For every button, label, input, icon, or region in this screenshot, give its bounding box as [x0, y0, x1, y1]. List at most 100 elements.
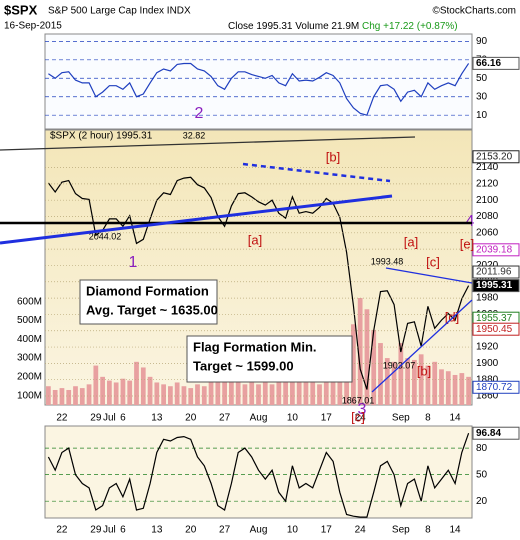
x-tick-label: Aug: [250, 525, 268, 536]
x-tick-label: 14: [449, 525, 461, 536]
annotation: 3: [358, 401, 367, 418]
y-tick-label: 2080: [476, 211, 499, 222]
symbol: $SPX: [4, 2, 38, 17]
volume-bar: [452, 374, 458, 405]
volume-bar: [351, 324, 356, 405]
rsi-panel: [44, 33, 473, 130]
line: [48, 62, 470, 116]
y-tick-label: 1920: [476, 342, 499, 353]
volume-bar: [378, 343, 383, 405]
volume-bar: [188, 388, 194, 405]
volume-bar: [134, 361, 139, 405]
volume-bar: [364, 309, 370, 405]
annotation: [c]: [426, 254, 440, 269]
annotation: 4: [466, 213, 475, 230]
volume-bar: [398, 343, 404, 405]
volume-bar: [215, 373, 221, 405]
y2-tick-label: 100M: [17, 390, 42, 401]
end-label: 2153.20: [476, 151, 513, 162]
trendline: [371, 299, 473, 393]
x-tick-label: 20: [185, 413, 197, 424]
x-tick-label: Jul: [103, 525, 116, 536]
callout-text: Target ~ 1599.00: [193, 358, 294, 373]
y-tick-label: 1880: [476, 374, 499, 385]
x-tick-label: 8: [425, 525, 431, 536]
volume-bar: [425, 365, 431, 405]
volume-bar: [195, 384, 200, 405]
value-box: [472, 56, 520, 70]
end-label-box: [472, 243, 520, 257]
volume-bar: [147, 376, 153, 405]
volume-bar: [242, 384, 248, 405]
volume-bar: [229, 378, 234, 405]
x-tick-label: 17: [321, 525, 333, 536]
callout-text: Flag Formation Min.: [193, 339, 317, 354]
date: 16-Sep-2015: [4, 21, 62, 32]
annotation: 2044.02: [89, 231, 122, 241]
credit: ©StockCharts.com: [432, 6, 516, 17]
callout-box: [186, 335, 353, 383]
volume-bar: [256, 384, 261, 405]
value-box-label: 66.16: [476, 58, 501, 69]
volume-bar: [405, 358, 410, 405]
annotation: 1993.48: [371, 256, 404, 266]
y-tick-label: 2060: [476, 227, 499, 238]
close: Close 1995.31: [228, 21, 293, 32]
volume-bar: [330, 380, 336, 405]
annotation: 32.82: [183, 130, 206, 140]
y-tick-label: 30: [476, 91, 488, 102]
end-label-box: [472, 322, 520, 336]
end-label-box: [472, 265, 520, 279]
volume-bar: [86, 384, 92, 405]
x-tick-label: 22: [56, 413, 68, 424]
volume-bar: [276, 380, 282, 405]
y2-tick-label: 600M: [17, 296, 42, 307]
volume-bar: [93, 365, 99, 405]
volume-bar: [432, 361, 438, 405]
annotation: [b]: [326, 149, 340, 164]
volume-bar: [384, 358, 390, 405]
volume-bar: [466, 376, 471, 405]
x-tick-label: 27: [219, 413, 231, 424]
callout-text: Avg. Target ~ 1635.00: [86, 302, 218, 317]
volume-bar: [418, 354, 424, 405]
volume-bar: [391, 361, 397, 405]
volume-bar: [317, 384, 322, 405]
price-clip: [46, 176, 471, 405]
annotation: 1903.07: [383, 360, 416, 370]
x-tick-label: Sep: [392, 413, 410, 424]
x-tick-label: 22: [56, 525, 68, 536]
x-tick-label: 29: [90, 525, 102, 536]
y2-tick-label: 400M: [17, 334, 42, 345]
y-tick-label: 1900: [476, 358, 499, 369]
y-tick-label: 2120: [476, 178, 499, 189]
x-tick-label: 10: [287, 525, 299, 536]
volume-bar: [161, 384, 166, 405]
volume: Volume 21.9M: [295, 21, 359, 32]
y-tick-label: 1860: [476, 391, 499, 402]
x-tick-label: 6: [120, 525, 126, 536]
end-label: 1950.45: [476, 324, 513, 335]
volume-bar: [323, 382, 329, 405]
index-name: S&P 500 Large Cap Index INDX: [48, 6, 191, 17]
callout-text: Diamond Formation: [86, 283, 209, 298]
volume-bar: [73, 386, 78, 405]
y2-tick-label: 300M: [17, 353, 42, 364]
volume-bar: [296, 378, 302, 405]
volume-bar: [66, 389, 72, 405]
volume-bar: [113, 382, 119, 405]
y-tick-label: 90: [476, 36, 488, 47]
trendline: [385, 267, 473, 284]
x-tick-label: 17: [321, 413, 333, 424]
volume-bar: [79, 388, 85, 405]
annotation: [c]: [351, 409, 365, 424]
value-box: [472, 426, 520, 440]
y-tick-label: 50: [476, 469, 488, 480]
layers: 907050301066.162140212021002080206020402…: [17, 36, 520, 536]
value-box-label: 96.84: [476, 428, 501, 439]
volume-bar: [201, 386, 207, 405]
annotation: [a]: [248, 232, 262, 247]
y-tick-label: 20: [476, 496, 488, 507]
volume-bar: [100, 376, 105, 405]
